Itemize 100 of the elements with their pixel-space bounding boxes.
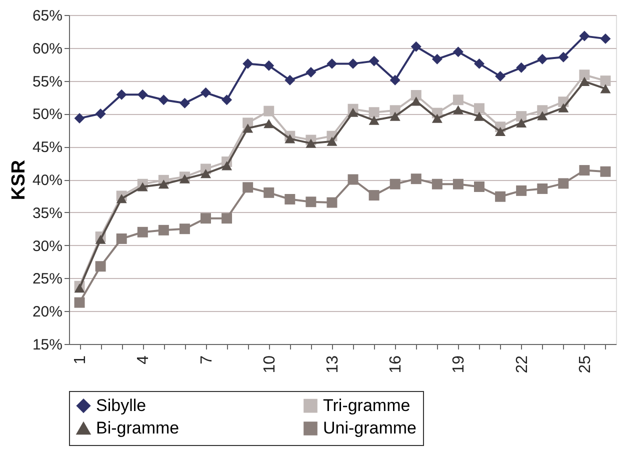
- point: [368, 56, 380, 66]
- y-tick-label: 35%: [32, 204, 62, 222]
- point: [368, 107, 380, 118]
- point: [410, 96, 422, 106]
- point: [74, 297, 85, 308]
- point: [452, 178, 464, 190]
- point: [179, 98, 190, 108]
- point: [390, 74, 400, 86]
- point: [368, 116, 380, 125]
- y-tick-label: 20%: [32, 304, 62, 321]
- y-tick-label: 65%: [32, 8, 62, 24]
- y-tick-label: 40%: [32, 172, 62, 189]
- y-tick-label: 25%: [32, 270, 62, 288]
- y-tick-label: 55%: [32, 73, 62, 90]
- legend-label: Tri-gramme: [323, 396, 410, 415]
- point: [306, 67, 316, 78]
- point: [284, 74, 296, 86]
- point: [116, 89, 127, 100]
- point: [452, 94, 464, 106]
- point: [242, 58, 254, 69]
- point: [516, 111, 527, 122]
- x-tick-label: 4: [135, 355, 152, 364]
- x-tick-label: 13: [324, 355, 342, 374]
- y-tick-label: 45%: [32, 139, 62, 156]
- point: [158, 180, 169, 189]
- y-tick-label: 60%: [32, 40, 62, 58]
- point: [95, 234, 106, 244]
- point: [495, 191, 506, 202]
- point: [579, 30, 590, 42]
- point: [326, 58, 338, 69]
- point: [432, 178, 442, 190]
- legend-label: Uni-gramme: [323, 418, 417, 438]
- point: [495, 70, 506, 82]
- point: [74, 113, 85, 124]
- point: [579, 70, 590, 80]
- point: [410, 41, 422, 52]
- point: [200, 87, 211, 98]
- point: [222, 161, 232, 170]
- point: [264, 119, 274, 128]
- point: [222, 213, 232, 224]
- point: [242, 124, 254, 133]
- point: [432, 114, 442, 123]
- point: [264, 60, 274, 71]
- x-tick-label: 19: [450, 355, 468, 374]
- y-axis-title: KSR: [8, 160, 30, 200]
- point: [495, 126, 506, 136]
- x-tick-label: 22: [514, 355, 531, 374]
- point: [116, 233, 127, 244]
- point: [264, 187, 274, 198]
- x-tick-label: 10: [261, 355, 278, 374]
- point: [537, 111, 548, 120]
- y-tick-label: 30%: [32, 238, 62, 255]
- point: [242, 182, 254, 193]
- point: [537, 183, 548, 194]
- legend-label: Sibylle: [96, 396, 146, 415]
- point: [558, 103, 569, 112]
- point: [474, 58, 484, 69]
- point: [95, 108, 106, 119]
- point: [200, 169, 211, 178]
- point: [390, 178, 400, 190]
- point: [326, 136, 338, 146]
- point: [600, 33, 611, 44]
- point: [179, 174, 190, 184]
- point: [390, 112, 400, 121]
- point: [600, 166, 611, 177]
- point: [600, 84, 611, 94]
- point: [579, 76, 590, 86]
- point: [432, 54, 442, 64]
- point: [516, 62, 527, 73]
- point: [452, 105, 464, 114]
- point: [516, 185, 527, 196]
- point: [474, 181, 484, 192]
- point: [474, 103, 484, 114]
- point: [368, 190, 380, 201]
- x-tick-label: 25: [576, 355, 594, 374]
- point: [116, 194, 127, 204]
- point: [158, 224, 169, 236]
- point: [137, 182, 148, 192]
- point: [600, 76, 611, 86]
- point: [179, 224, 190, 234]
- point: [137, 89, 148, 100]
- point: [474, 112, 484, 121]
- x-tick-label: 16: [388, 355, 405, 374]
- point: [410, 90, 422, 101]
- point: [579, 165, 590, 176]
- point: [200, 213, 211, 224]
- point: [537, 54, 548, 64]
- x-tick-label: 7: [198, 355, 216, 364]
- point: [558, 178, 569, 189]
- point: [348, 174, 358, 185]
- point: [284, 134, 296, 144]
- point: [306, 196, 316, 208]
- x-tick-label: 1: [72, 355, 90, 364]
- point: [348, 58, 358, 69]
- point: [95, 261, 106, 272]
- point: [158, 94, 169, 106]
- point: [74, 284, 85, 293]
- point: [137, 226, 148, 238]
- point: [452, 46, 464, 58]
- point: [264, 106, 274, 116]
